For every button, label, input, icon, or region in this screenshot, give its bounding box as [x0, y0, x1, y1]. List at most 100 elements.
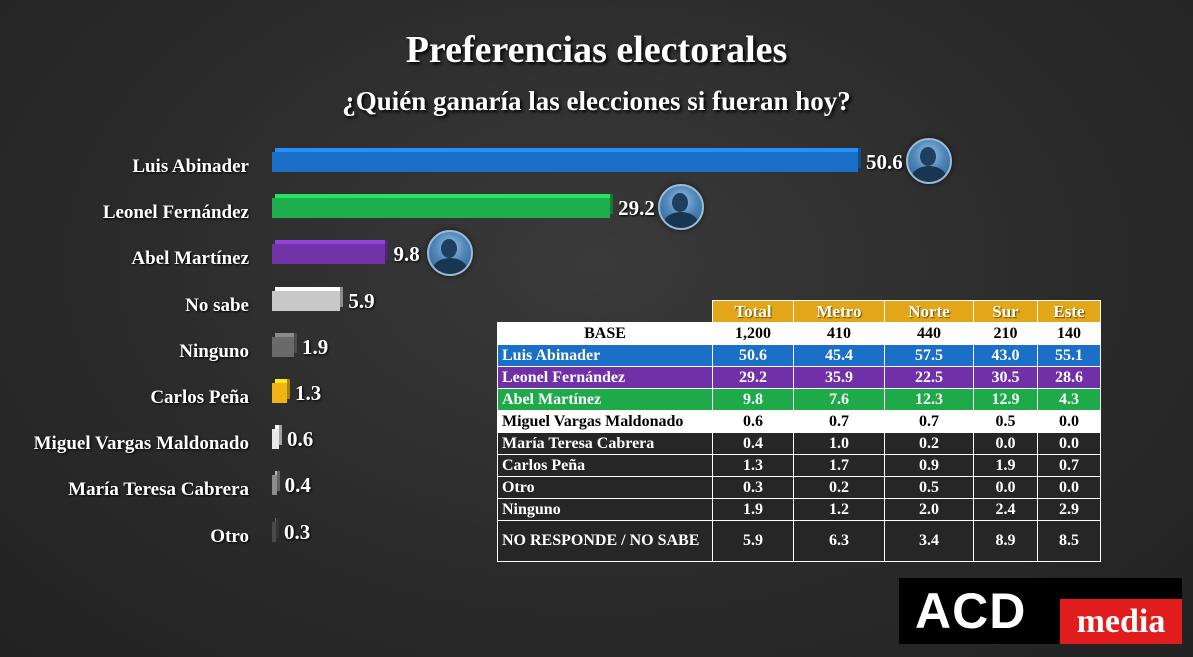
bar-side-face	[287, 379, 291, 399]
table-cell: 0.0	[1037, 476, 1101, 499]
bar-mark	[272, 148, 861, 172]
avatar-head	[441, 239, 458, 259]
table-cell: 1,200	[712, 322, 794, 345]
table-cell: 0.7	[793, 410, 885, 433]
table-cell: 8.9	[973, 520, 1038, 562]
table-row-label: Leonel Fernández	[497, 366, 713, 389]
table-cell: 45.4	[793, 344, 885, 367]
bar-top-face	[275, 194, 614, 199]
table-cell: 7.6	[793, 388, 885, 411]
chart-subtitle: ¿Quién ganaría las elecciones si fueran …	[342, 86, 851, 116]
table-cell: 0.0	[1037, 432, 1101, 455]
bar-category-label: Leonel Fernández	[102, 202, 249, 224]
table-cell: 0.3	[712, 476, 794, 499]
bar-value-label: 0.6	[286, 427, 314, 452]
table-cell: 35.9	[793, 366, 885, 389]
table-cell: 0.5	[973, 410, 1038, 433]
table-cell: 1.0	[793, 432, 885, 455]
avatar-body	[433, 258, 468, 275]
bar-category-label: Otro	[210, 525, 249, 547]
table-header-cell: Metro	[793, 300, 885, 323]
bar-side-face	[276, 517, 279, 538]
bar-top-face	[275, 379, 291, 383]
bar-category-label: Abel Martínez	[131, 248, 249, 270]
table-cell: 1.7	[793, 454, 885, 477]
bar-side-face	[858, 148, 861, 168]
bar-mark	[272, 194, 614, 219]
table-cell: 440	[884, 322, 974, 345]
table-header-cell: Total	[712, 300, 794, 323]
table-cell: 140	[1037, 322, 1101, 345]
table-row: Carlos Peña 1.3 1.7 0.9 1.9 0.7	[497, 454, 1101, 477]
bar-mark	[272, 332, 297, 357]
table-cell: 8.5	[1037, 520, 1101, 562]
table-cell: 12.9	[973, 388, 1038, 411]
bar-value-label: 29.2	[618, 196, 655, 221]
bar-side-face	[278, 425, 282, 446]
table-cell: 1.2	[793, 498, 885, 521]
bar-top-face	[275, 240, 389, 245]
table-row: Miguel Vargas Maldonado 0.6 0.7 0.7 0.5 0.0	[497, 410, 1101, 433]
table-row: Luis Abinader 50.6 45.4 57.5 43.0 55.1	[497, 344, 1101, 367]
bar-category-label: María Teresa Cabrera	[68, 479, 249, 501]
table-header-cell: Este	[1037, 300, 1101, 323]
bar-category-label: Luis Abinader	[132, 156, 249, 177]
table-cell: 0.9	[884, 454, 974, 477]
table-cell: 0.0	[973, 432, 1038, 455]
bar-mark	[272, 286, 344, 311]
table-cell: 28.6	[1037, 366, 1101, 389]
table-cell: 210	[973, 322, 1038, 345]
table-cell: 0.7	[1037, 454, 1101, 477]
table-cell: 410	[793, 322, 885, 345]
avatar-body	[664, 212, 699, 229]
bar-top-face	[275, 332, 297, 337]
table-cell: 2.0	[884, 498, 974, 521]
table-cell: 57.5	[884, 344, 974, 367]
table-row-label: Carlos Peña	[497, 454, 713, 477]
bar-top-face	[275, 425, 282, 430]
table-cell: 9.8	[712, 388, 794, 411]
table-cell: 5.9	[712, 520, 794, 562]
bar-top-face	[275, 148, 861, 152]
table-cell: 1.9	[712, 498, 794, 521]
table-row-label: Abel Martínez	[497, 388, 713, 411]
person-photo-icon	[906, 138, 952, 184]
bar-mark	[272, 425, 282, 450]
bar-value-label: 9.8	[393, 242, 420, 267]
bar-mark	[272, 240, 389, 265]
table-cell: 30.5	[973, 366, 1038, 389]
table-cell: 0.4	[712, 432, 794, 455]
table-row: BASE 1,200 410 440 210 140	[497, 322, 1101, 345]
table-header-blank	[498, 301, 713, 323]
bar-side-face	[610, 194, 614, 215]
table-row: Leonel Fernández 29.2 35.9 22.5 30.5 28.6	[497, 366, 1101, 389]
table-cell: 22.5	[884, 366, 974, 389]
table-row: Abel Martínez 9.8 7.6 12.3 12.9 4.3	[497, 388, 1101, 411]
table-row-label: NO RESPONDE / NO SABE	[497, 520, 713, 562]
table-cell: 3.4	[884, 520, 974, 562]
table-cell: 0.6	[712, 410, 794, 433]
table-row: María Teresa Cabrera 0.4 1.0 0.2 0.0 0.0	[497, 432, 1101, 455]
bar-mark	[272, 471, 280, 496]
table-cell: 2.4	[973, 498, 1038, 521]
avatar-body	[912, 166, 946, 182]
bar-side-face	[385, 240, 389, 261]
bar-value-label: 0.3	[284, 519, 311, 544]
logo-tag: media	[1060, 599, 1182, 644]
table-cell: 4.3	[1037, 388, 1101, 411]
bar-side-face	[340, 286, 344, 307]
avatar-head	[672, 193, 689, 213]
bar-category-label: Carlos Peña	[150, 387, 249, 408]
table-cell: 55.1	[1037, 344, 1101, 367]
table-header-cell: Norte	[884, 300, 974, 323]
table-row-label: Otro	[497, 476, 713, 499]
table-row-label: Luis Abinader	[497, 344, 713, 367]
table-row: Otro 0.3 0.2 0.5 0.0 0.0	[497, 476, 1101, 499]
table-row-label: BASE	[497, 322, 713, 345]
logo-brand: ACD	[915, 583, 1027, 639]
table-row-label: Ninguno	[497, 498, 713, 521]
table-cell: 0.2	[884, 432, 974, 455]
table-header-row: Total Metro Norte Sur Este	[498, 300, 1101, 323]
results-table: Total Metro Norte Sur Este BASE 1,200 410 4…	[497, 300, 1101, 562]
table-cell: 29.2	[712, 366, 794, 389]
